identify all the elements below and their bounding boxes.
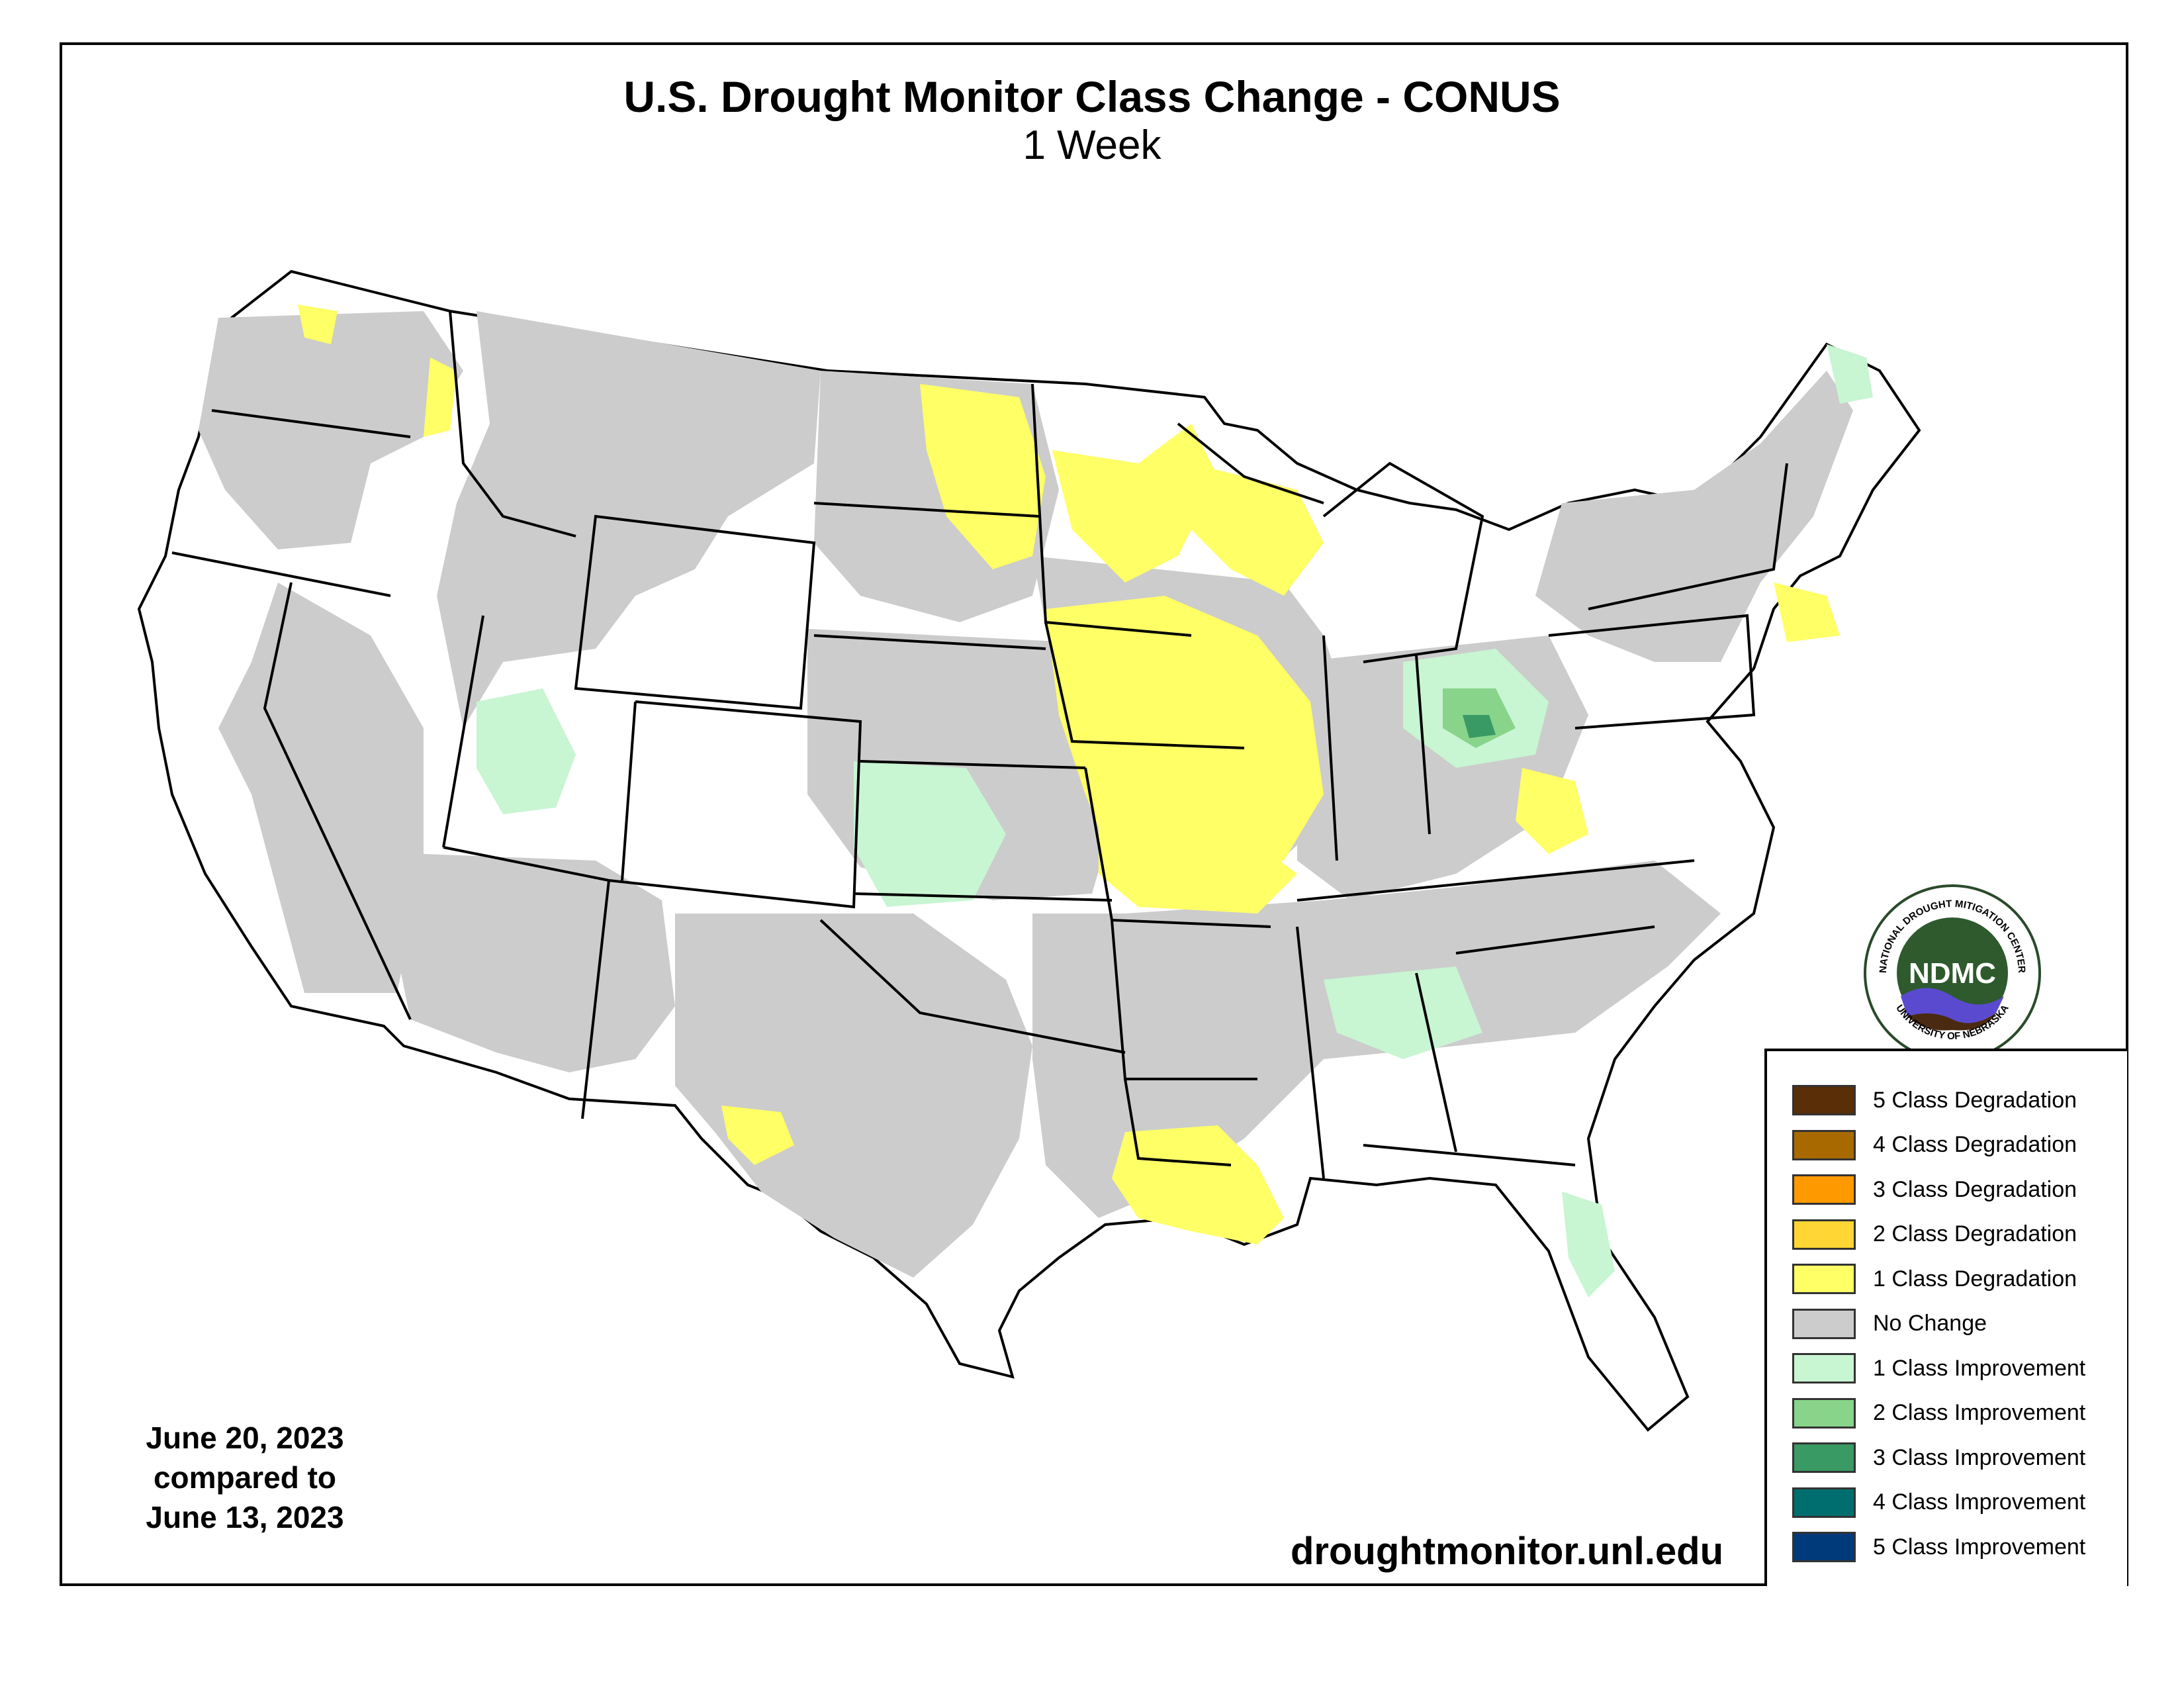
legend-label: 4 Class Improvement	[1873, 1489, 2086, 1515]
legend-item: 1 Class Improvement	[1792, 1352, 2085, 1384]
boundary-ms-al	[1296, 926, 1325, 1179]
boundary-nm	[581, 880, 610, 1119]
legend-item: 4 Class Degradation	[1792, 1129, 2077, 1161]
degradation-texas-west	[721, 1105, 794, 1165]
map-title: U.S. Drought Monitor Class Change - CONU…	[623, 72, 1561, 121]
legend-label: 5 Class Degradation	[1873, 1087, 2077, 1113]
legend-item: 5 Class Degradation	[1792, 1084, 2077, 1116]
boundary-in-oh	[1415, 655, 1431, 835]
date-previous: June 13, 2023	[146, 1500, 344, 1534]
boundary-az-nm	[443, 846, 610, 882]
legend-label: 1 Class Improvement	[1873, 1355, 2086, 1381]
legend-swatch	[1792, 1308, 1856, 1339]
legend-item: 4 Class Improvement	[1792, 1487, 2085, 1519]
legend-swatch	[1792, 1442, 1856, 1473]
legend-swatch	[1792, 1487, 1856, 1518]
boundary-ne-ks	[860, 760, 1086, 769]
legend-label: 1 Class Degradation	[1873, 1266, 2077, 1291]
boundary-sd-ne	[813, 634, 1046, 650]
legend-swatch	[1792, 1264, 1856, 1294]
improvement-maine	[1827, 344, 1873, 404]
improvement-utah	[477, 688, 576, 814]
legend-swatch	[1792, 1085, 1856, 1115]
degradation-dakotas	[920, 384, 1046, 569]
legend: 5 Class Degradation 4 Class Degradation 3 …	[1764, 1049, 2127, 1586]
ndmc-logo-graphic: NDMC NATIONAL DROUGHT MITIGATION CENTER …	[1864, 884, 2041, 1062]
ndmc-logo: NDMC NATIONAL DROUGHT MITIGATION CENTER …	[1860, 880, 2045, 1066]
boundary-tn-ky	[1297, 859, 1695, 902]
no-change-northeast	[1535, 371, 1853, 662]
degradation-minnesota	[1052, 424, 1218, 583]
boundary-ks-ok	[853, 892, 1113, 902]
boundary-ia	[1044, 622, 1245, 749]
boundary-id-mt	[449, 310, 576, 538]
legend-item: 1 Class Degradation	[1792, 1263, 2077, 1295]
boundary-co	[608, 700, 862, 909]
legend-label: 3 Class Improvement	[1873, 1444, 2086, 1470]
legend-swatch	[1792, 1397, 1856, 1429]
date-current: June 20, 2023	[146, 1421, 344, 1455]
degradation-louisiana	[1112, 1125, 1284, 1244]
boundary-mi	[1322, 461, 1484, 663]
legend-item: 3 Class Improvement	[1792, 1442, 2085, 1474]
map-subtitle: 1 Week	[1023, 122, 1161, 168]
degradation-idaho	[424, 357, 457, 437]
boundary-ut-co	[621, 701, 637, 881]
legend-label: 4 Class Degradation	[1873, 1132, 2077, 1157]
no-change-west	[199, 311, 463, 549]
improvement-florida	[1562, 1192, 1615, 1297]
boundary-wi-mi	[1177, 422, 1324, 504]
boundary-pa	[1548, 614, 1756, 729]
boundary-or-ca	[171, 551, 391, 597]
legend-label: 2 Class Degradation	[1873, 1221, 2077, 1246]
legend-swatch	[1792, 1219, 1856, 1250]
state-boundaries	[171, 310, 1788, 1179]
legend-swatch	[1792, 1129, 1856, 1160]
legend-item: 2 Class Degradation	[1792, 1219, 2077, 1250]
legend-label: 2 Class Improvement	[1873, 1400, 2086, 1425]
degradation-washington	[298, 305, 338, 344]
legend-swatch	[1792, 1532, 1856, 1562]
no-change-texas	[675, 914, 1032, 1278]
date-comparison: June 20, 2023 compared to June 13, 2023	[119, 1418, 371, 1537]
date-compared-to: compared to	[153, 1460, 337, 1495]
degradation-new-england	[1774, 583, 1840, 642]
legend-item: 3 Class Degradation	[1792, 1174, 2077, 1205]
improvement-kansas	[854, 761, 1006, 907]
legend-swatch	[1792, 1174, 1856, 1205]
boundary-il-in	[1322, 635, 1338, 861]
boundary-ga-fl	[1363, 1144, 1576, 1166]
map-fill-layer	[137, 269, 1921, 1432]
logo-center-text: NDMC	[1909, 957, 1996, 990]
boundary-al-ga	[1415, 972, 1457, 1152]
legend-label: 5 Class Improvement	[1873, 1534, 2086, 1560]
degradation-missouri	[1099, 808, 1297, 914]
degradation-virginia	[1516, 768, 1588, 854]
boundary-nv	[263, 582, 412, 1020]
legend-item: 5 Class Improvement	[1792, 1531, 2085, 1563]
legend-item: 2 Class Improvement	[1792, 1397, 2085, 1429]
boundary-ok-tx	[819, 919, 1126, 1054]
boundary-sc-nc	[1455, 925, 1655, 955]
boundary-nv-ut	[442, 615, 484, 848]
legend-label: 3 Class Degradation	[1873, 1176, 2077, 1202]
boundary-wa-or	[211, 409, 411, 438]
source-url[interactable]: droughtmonitor.unl.edu	[1291, 1530, 1724, 1573]
degradation-wisconsin	[1191, 463, 1324, 596]
improvement-alabama-georgia	[1324, 966, 1482, 1059]
legend-label: No Change	[1873, 1311, 1987, 1336]
legend-item: No Change	[1792, 1308, 1987, 1340]
boundary-la	[1124, 1078, 1232, 1166]
improvement-3-ohio	[1463, 715, 1496, 738]
legend-swatch	[1792, 1353, 1856, 1383]
boundary-nd-sd	[813, 502, 1040, 518]
boundary-ny	[1588, 463, 1788, 610]
boundary-wy	[574, 514, 816, 710]
